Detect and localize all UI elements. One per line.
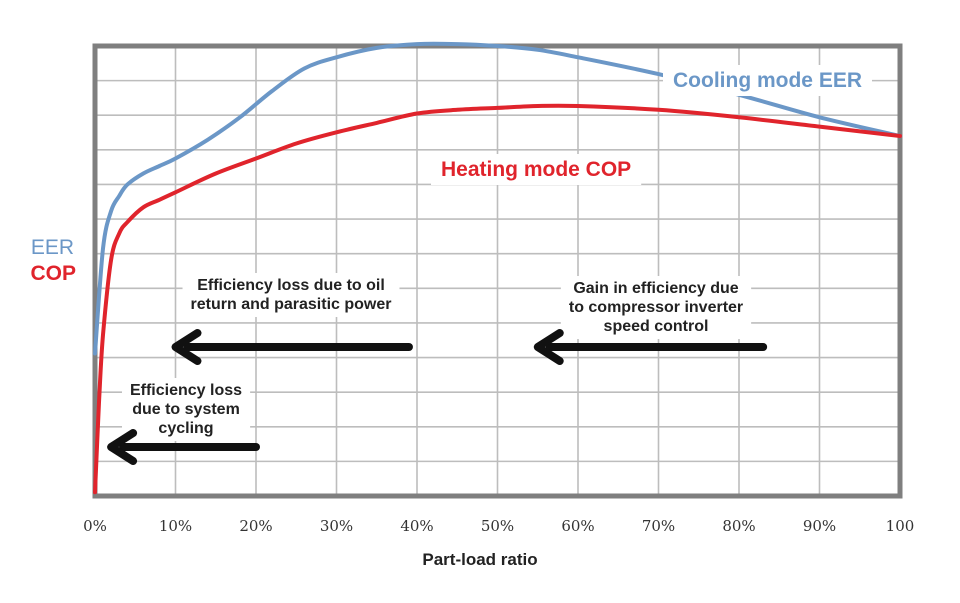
annotation-text-line: to compressor inverter bbox=[569, 299, 743, 316]
x-tick-label: 0% bbox=[83, 517, 107, 535]
annotations: Efficiency loss due to oil return and par… bbox=[107, 273, 768, 465]
annotation-text-line: speed control bbox=[604, 318, 709, 335]
annotation-3: Efficiency loss due to system cycling bbox=[107, 378, 260, 465]
x-tick-labels: 0% 10% 20% 30% 40% 50% 60% 70% 80% 90% 100 bbox=[83, 517, 914, 535]
annotation-text-line: return and parasitic power bbox=[191, 296, 392, 313]
arrow-head-left-icon bbox=[171, 329, 202, 365]
annotation-background bbox=[182, 273, 400, 317]
y-axis-label-cop: COP bbox=[30, 262, 76, 285]
annotation-2: Gain in efficiency due to compressor inve… bbox=[533, 276, 768, 365]
x-tick-label: 20% bbox=[239, 517, 272, 535]
x-tick-label: 100 bbox=[886, 517, 915, 535]
x-tick-label: 50% bbox=[481, 517, 514, 535]
annotation-text-line: Efficiency loss due to oil bbox=[197, 277, 385, 294]
series-label-background bbox=[663, 65, 872, 96]
annotation-background bbox=[560, 276, 752, 339]
arrow-head-left-icon bbox=[107, 429, 138, 465]
series-label-cooling: Cooling mode EER bbox=[673, 69, 862, 92]
series-label-background bbox=[431, 154, 642, 185]
annotation-text-line: cycling bbox=[158, 420, 213, 437]
annotation-text-line: Efficiency loss bbox=[130, 382, 242, 399]
x-tick-label: 40% bbox=[400, 517, 433, 535]
arrow-head-left-icon bbox=[533, 329, 564, 365]
series-lines bbox=[93, 41, 902, 495]
x-tick-label: 90% bbox=[803, 517, 836, 535]
annotation-background bbox=[121, 378, 251, 441]
y-axis-label-eer: EER bbox=[31, 236, 74, 259]
x-tick-label: 60% bbox=[561, 517, 594, 535]
x-tick-label: 10% bbox=[159, 517, 192, 535]
annotation-text-line: due to system bbox=[132, 401, 240, 418]
annotation-1: Efficiency loss due to oil return and par… bbox=[171, 273, 413, 365]
series-label-heating: Heating mode COP bbox=[441, 158, 631, 181]
series-line-cooling-eer bbox=[93, 41, 902, 356]
annotation-text-line: Gain in efficiency due bbox=[573, 280, 738, 297]
series-line-heating-cop bbox=[93, 103, 902, 495]
x-tick-label: 30% bbox=[320, 517, 353, 535]
x-tick-label: 70% bbox=[642, 517, 675, 535]
x-axis-title: Part-load ratio bbox=[422, 550, 537, 569]
x-tick-label: 80% bbox=[722, 517, 755, 535]
